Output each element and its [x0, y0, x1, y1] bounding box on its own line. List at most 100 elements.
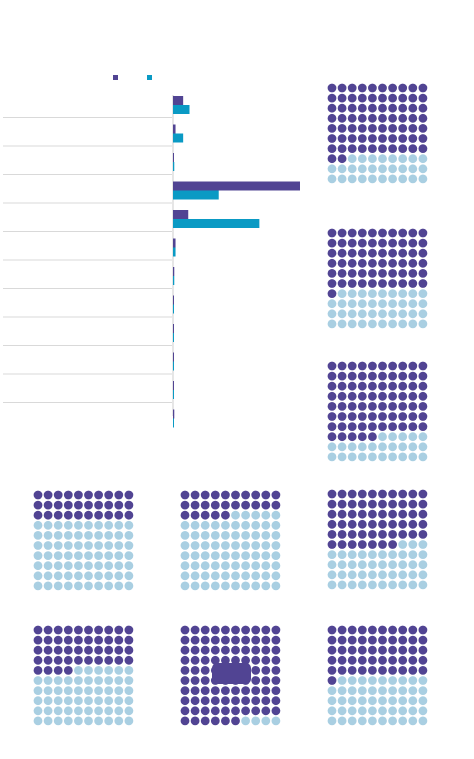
waffle-dot-p1: [357, 164, 367, 174]
waffle-dot-p1: [398, 154, 408, 164]
waffle-dot-p5: [190, 551, 200, 560]
waffle-dot-p2: [357, 279, 367, 288]
waffle-dot-p1: [408, 93, 418, 103]
waffle-dot-p5: [200, 581, 210, 591]
waffle-dot-p7: [43, 625, 53, 635]
waffle-dot-p2: [388, 228, 397, 238]
waffle-dot-p1: [337, 164, 347, 174]
waffle-dot-p3: [408, 371, 418, 381]
waffle-dot-p5: [271, 490, 281, 500]
waffle-dot-p5: [251, 561, 261, 571]
waffle-dot-p2: [408, 309, 418, 319]
bar-s2-row-5: [173, 219, 260, 228]
waffle-dot-p9: [337, 645, 347, 655]
waffle-dot-p6: [327, 509, 337, 519]
waffle-dot-p3: [368, 422, 377, 431]
waffle-dot-p2: [368, 248, 377, 258]
waffle-dot-p3: [388, 361, 397, 371]
waffle-dot-p7: [104, 645, 114, 655]
waffle-dot-p4: [74, 490, 83, 500]
waffle-dot-p7: [104, 655, 114, 665]
waffle-dot-p6: [378, 570, 387, 580]
waffle-dot-p8: [251, 686, 261, 695]
waffle-dot-p8: [231, 655, 240, 665]
waffle-dot-p3: [378, 402, 387, 411]
waffle-dot-p9: [388, 676, 397, 685]
waffle-dot-p5: [210, 520, 220, 530]
waffle-dot-p4: [33, 520, 43, 530]
bar-s1-row-5: [173, 210, 189, 219]
waffle-dot-p4: [53, 581, 63, 591]
waffle-dot-p5: [190, 531, 200, 540]
waffle-dot-p6: [368, 519, 377, 529]
waffle-dot-p9: [398, 676, 408, 685]
waffle-dot-p4: [114, 541, 124, 550]
waffle-dot-p6: [398, 570, 408, 580]
waffle-dot-p6: [388, 580, 397, 590]
waffle-dot-p6: [347, 489, 357, 499]
waffle-dot-p5: [261, 581, 271, 591]
waffle-dot-p8: [251, 716, 261, 726]
waffle-dot-p4: [43, 520, 53, 530]
waffle-dot-p4: [74, 581, 83, 591]
waffle-dot-p7: [124, 655, 134, 665]
waffle-dot-p1: [408, 154, 418, 164]
waffle-dot-p1: [327, 144, 337, 154]
waffle-dot-p5: [221, 541, 230, 550]
waffle-dot-p3: [418, 412, 428, 421]
waffle-dot-p3: [347, 402, 357, 411]
waffle-dot-p9: [337, 686, 347, 695]
waffle-dot-p6: [418, 499, 428, 509]
waffle-dot-p5: [180, 510, 190, 520]
waffle-dot-p4: [43, 500, 53, 510]
waffle-dot-p3: [347, 412, 357, 421]
waffle-dot-p3: [357, 412, 367, 421]
waffle-dot-p3: [418, 371, 428, 381]
waffle-dot-p6: [378, 519, 387, 529]
waffle-dot-p6: [388, 489, 397, 499]
waffle-dot-p9: [418, 686, 428, 695]
waffle-dot-p8: [271, 645, 281, 655]
waffle-dot-p1: [378, 154, 387, 164]
waffle-dot-p2: [408, 248, 418, 258]
waffle-dot-p2: [337, 248, 347, 258]
waffle-dot-p9: [398, 666, 408, 675]
waffle-dot-p9: [368, 706, 377, 716]
waffle-dot-p3: [378, 452, 387, 462]
waffle-dot-p5: [271, 571, 281, 581]
waffle-dot-p3: [357, 402, 367, 411]
waffle-dot-p3: [337, 432, 347, 442]
waffle-dot-p8: [180, 676, 190, 685]
waffle-dot-p2: [408, 299, 418, 309]
waffle-dot-p5: [241, 581, 251, 591]
waffle-dot-p2: [357, 269, 367, 278]
waffle-dot-p5: [251, 551, 261, 560]
waffle-dot-p9: [408, 635, 418, 645]
waffle-dot-p2: [418, 309, 428, 319]
waffle-dot-p2: [408, 269, 418, 278]
waffle-dot-p3: [347, 361, 357, 371]
waffle-dot-p1: [418, 174, 428, 184]
waffle-dot-p6: [368, 499, 377, 509]
waffle-dot-p2: [398, 248, 408, 258]
waffle-dot-p6: [357, 560, 367, 570]
waffle-dot-p3: [368, 391, 377, 401]
waffle-dot-p1: [388, 93, 397, 103]
waffle-dot-p9: [378, 625, 387, 635]
waffle-dot-p7: [53, 716, 63, 726]
waffle-dot-p4: [53, 571, 63, 581]
bar-s2-row-4: [173, 190, 219, 200]
waffle-dot-p4: [104, 500, 114, 510]
waffle-dot-p6: [388, 560, 397, 570]
waffle-dot-p8: [231, 645, 240, 655]
waffle-dot-p9: [418, 625, 428, 635]
waffle-dot-p7: [94, 706, 103, 716]
waffle-dot-p8: [210, 645, 220, 655]
waffle-dot-p8: [190, 655, 200, 665]
waffle-dot-p2: [408, 228, 418, 238]
waffle-dot-p1: [408, 144, 418, 154]
waffle-dot-p9: [398, 645, 408, 655]
waffle-dot-p5: [180, 541, 190, 550]
waffle-dot-p1: [368, 113, 377, 123]
waffle-dot-p7: [104, 706, 114, 716]
